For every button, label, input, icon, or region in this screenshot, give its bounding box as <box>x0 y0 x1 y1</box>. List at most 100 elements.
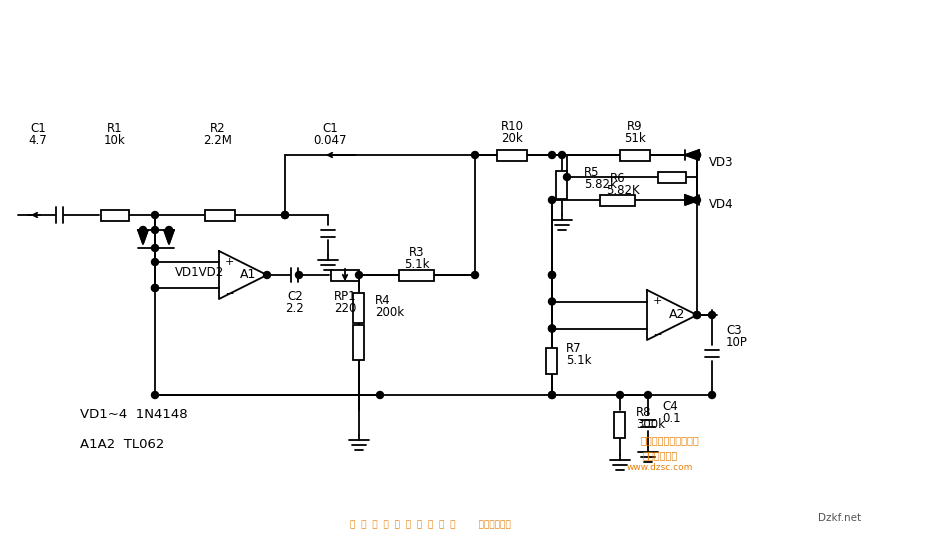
Polygon shape <box>685 150 699 160</box>
Polygon shape <box>138 230 148 244</box>
Text: A2: A2 <box>668 309 685 322</box>
Text: R9: R9 <box>628 120 642 133</box>
Bar <box>331 270 359 281</box>
Text: R5: R5 <box>584 166 600 179</box>
Circle shape <box>151 212 159 218</box>
Circle shape <box>151 392 159 399</box>
Circle shape <box>558 152 565 159</box>
Text: 51k: 51k <box>624 132 646 146</box>
Circle shape <box>549 271 555 278</box>
Text: 0.1: 0.1 <box>662 412 680 426</box>
Circle shape <box>549 152 555 159</box>
Circle shape <box>549 392 555 399</box>
Text: R8: R8 <box>636 406 652 420</box>
Text: C3: C3 <box>726 323 742 336</box>
Bar <box>556 171 567 199</box>
Circle shape <box>151 284 159 292</box>
Text: C1: C1 <box>30 121 45 135</box>
Circle shape <box>166 226 172 234</box>
Polygon shape <box>164 230 174 244</box>
Text: R7: R7 <box>566 342 581 355</box>
Text: _: _ <box>654 322 660 335</box>
Text: 200k: 200k <box>375 306 404 318</box>
Bar <box>620 149 650 160</box>
Bar <box>547 347 557 374</box>
Circle shape <box>693 196 701 203</box>
Text: 0.047: 0.047 <box>313 133 347 147</box>
Text: A1: A1 <box>240 269 256 282</box>
Bar <box>205 210 235 220</box>
Text: R2: R2 <box>210 121 226 135</box>
Bar <box>658 172 686 183</box>
Circle shape <box>693 152 701 159</box>
Text: 5.82K: 5.82K <box>606 183 640 196</box>
Circle shape <box>355 271 362 278</box>
Text: VD4: VD4 <box>709 199 733 212</box>
Text: _: _ <box>226 282 232 294</box>
Circle shape <box>296 271 302 278</box>
Circle shape <box>282 212 288 218</box>
Text: 2.2: 2.2 <box>286 302 304 316</box>
Bar <box>353 293 364 323</box>
Text: VD3: VD3 <box>709 156 733 170</box>
Text: 全球最大电子采购网站: 全球最大电子采购网站 <box>641 435 699 445</box>
Text: R10: R10 <box>501 120 524 133</box>
Text: 10k: 10k <box>104 133 126 147</box>
Text: 5.82k: 5.82k <box>584 178 616 191</box>
Text: 5.1k: 5.1k <box>404 259 430 271</box>
Bar <box>101 210 129 220</box>
Circle shape <box>376 392 384 399</box>
Circle shape <box>151 226 159 234</box>
Circle shape <box>549 325 555 332</box>
Text: R1: R1 <box>108 121 122 135</box>
Text: 4.7: 4.7 <box>29 133 47 147</box>
Circle shape <box>472 152 478 159</box>
Circle shape <box>708 311 716 318</box>
Text: R3: R3 <box>409 247 425 259</box>
Bar <box>497 149 527 160</box>
Circle shape <box>549 325 555 332</box>
Text: +: + <box>653 296 662 306</box>
Text: A1A2  TL062: A1A2 TL062 <box>80 439 164 451</box>
Circle shape <box>263 271 271 278</box>
Bar <box>615 412 626 438</box>
Circle shape <box>549 196 555 203</box>
Circle shape <box>549 271 555 278</box>
Text: 300k: 300k <box>636 418 665 432</box>
Text: VD1VD2: VD1VD2 <box>175 266 224 280</box>
Text: R4: R4 <box>375 294 390 306</box>
Circle shape <box>564 173 570 181</box>
Text: 20k: 20k <box>502 132 523 146</box>
Bar <box>601 195 636 206</box>
Text: 10P: 10P <box>726 335 748 348</box>
Circle shape <box>708 392 716 399</box>
Text: +: + <box>224 257 234 267</box>
Text: 5.1k: 5.1k <box>566 354 591 367</box>
Text: 220: 220 <box>334 302 356 316</box>
Circle shape <box>616 392 624 399</box>
Circle shape <box>693 152 701 159</box>
Circle shape <box>151 284 159 292</box>
Circle shape <box>693 311 701 318</box>
Circle shape <box>139 226 146 234</box>
Text: 电子开发社区: 电子开发社区 <box>642 450 678 460</box>
Text: C1: C1 <box>322 121 337 135</box>
Text: RP1: RP1 <box>334 290 356 304</box>
Circle shape <box>549 298 555 305</box>
Circle shape <box>151 259 159 265</box>
Text: www.dzsc.com: www.dzsc.com <box>627 463 693 473</box>
Text: VD1~4  1N4148: VD1~4 1N4148 <box>80 409 187 422</box>
Text: R6: R6 <box>610 172 626 184</box>
Circle shape <box>151 245 159 252</box>
Circle shape <box>472 271 478 278</box>
Text: Dzkf.net: Dzkf.net <box>819 513 861 523</box>
Bar <box>353 324 364 359</box>
Circle shape <box>549 392 555 399</box>
Bar <box>400 270 435 281</box>
Circle shape <box>282 212 288 218</box>
Circle shape <box>644 392 652 399</box>
Polygon shape <box>685 195 699 205</box>
Text: 2.2M: 2.2M <box>204 133 233 147</box>
Text: C4: C4 <box>662 400 678 414</box>
Text: 三  球  最  大  电  子  采  购  网  站        电子开发社区: 三 球 最 大 电 子 采 购 网 站 电子开发社区 <box>349 521 511 529</box>
